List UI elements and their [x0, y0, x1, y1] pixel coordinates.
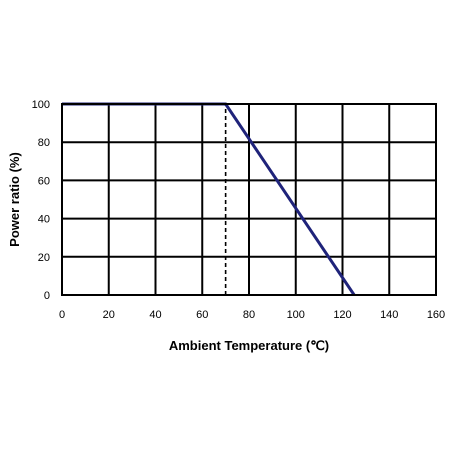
- x-tick-label: 100: [287, 309, 305, 321]
- x-tick-label: 0: [59, 309, 65, 321]
- y-tick-labels: 0 20 40 60 80 100: [32, 99, 50, 302]
- plot-frame: [61, 103, 437, 296]
- x-tick-label: 140: [380, 309, 398, 321]
- y-axis-title: Power ratio (%): [7, 152, 22, 247]
- y-tick-label: 0: [44, 290, 50, 302]
- y-tick-label: 40: [38, 214, 50, 226]
- grid-lines: [62, 104, 436, 295]
- x-tick-labels: 0 20 40 60 80 100 120 140 160: [59, 309, 445, 321]
- x-tick-label: 120: [333, 309, 351, 321]
- x-tick-label: 160: [427, 309, 445, 321]
- x-axis-title: Ambient Temperature (℃): [169, 338, 329, 353]
- x-tick-label: 60: [196, 309, 208, 321]
- y-tick-label: 100: [32, 99, 50, 111]
- x-tick-label: 80: [243, 309, 255, 321]
- x-tick-label: 40: [149, 309, 161, 321]
- y-tick-label: 60: [38, 175, 50, 187]
- y-tick-label: 20: [38, 252, 50, 264]
- x-tick-label: 20: [103, 309, 115, 321]
- y-tick-label: 80: [38, 137, 50, 149]
